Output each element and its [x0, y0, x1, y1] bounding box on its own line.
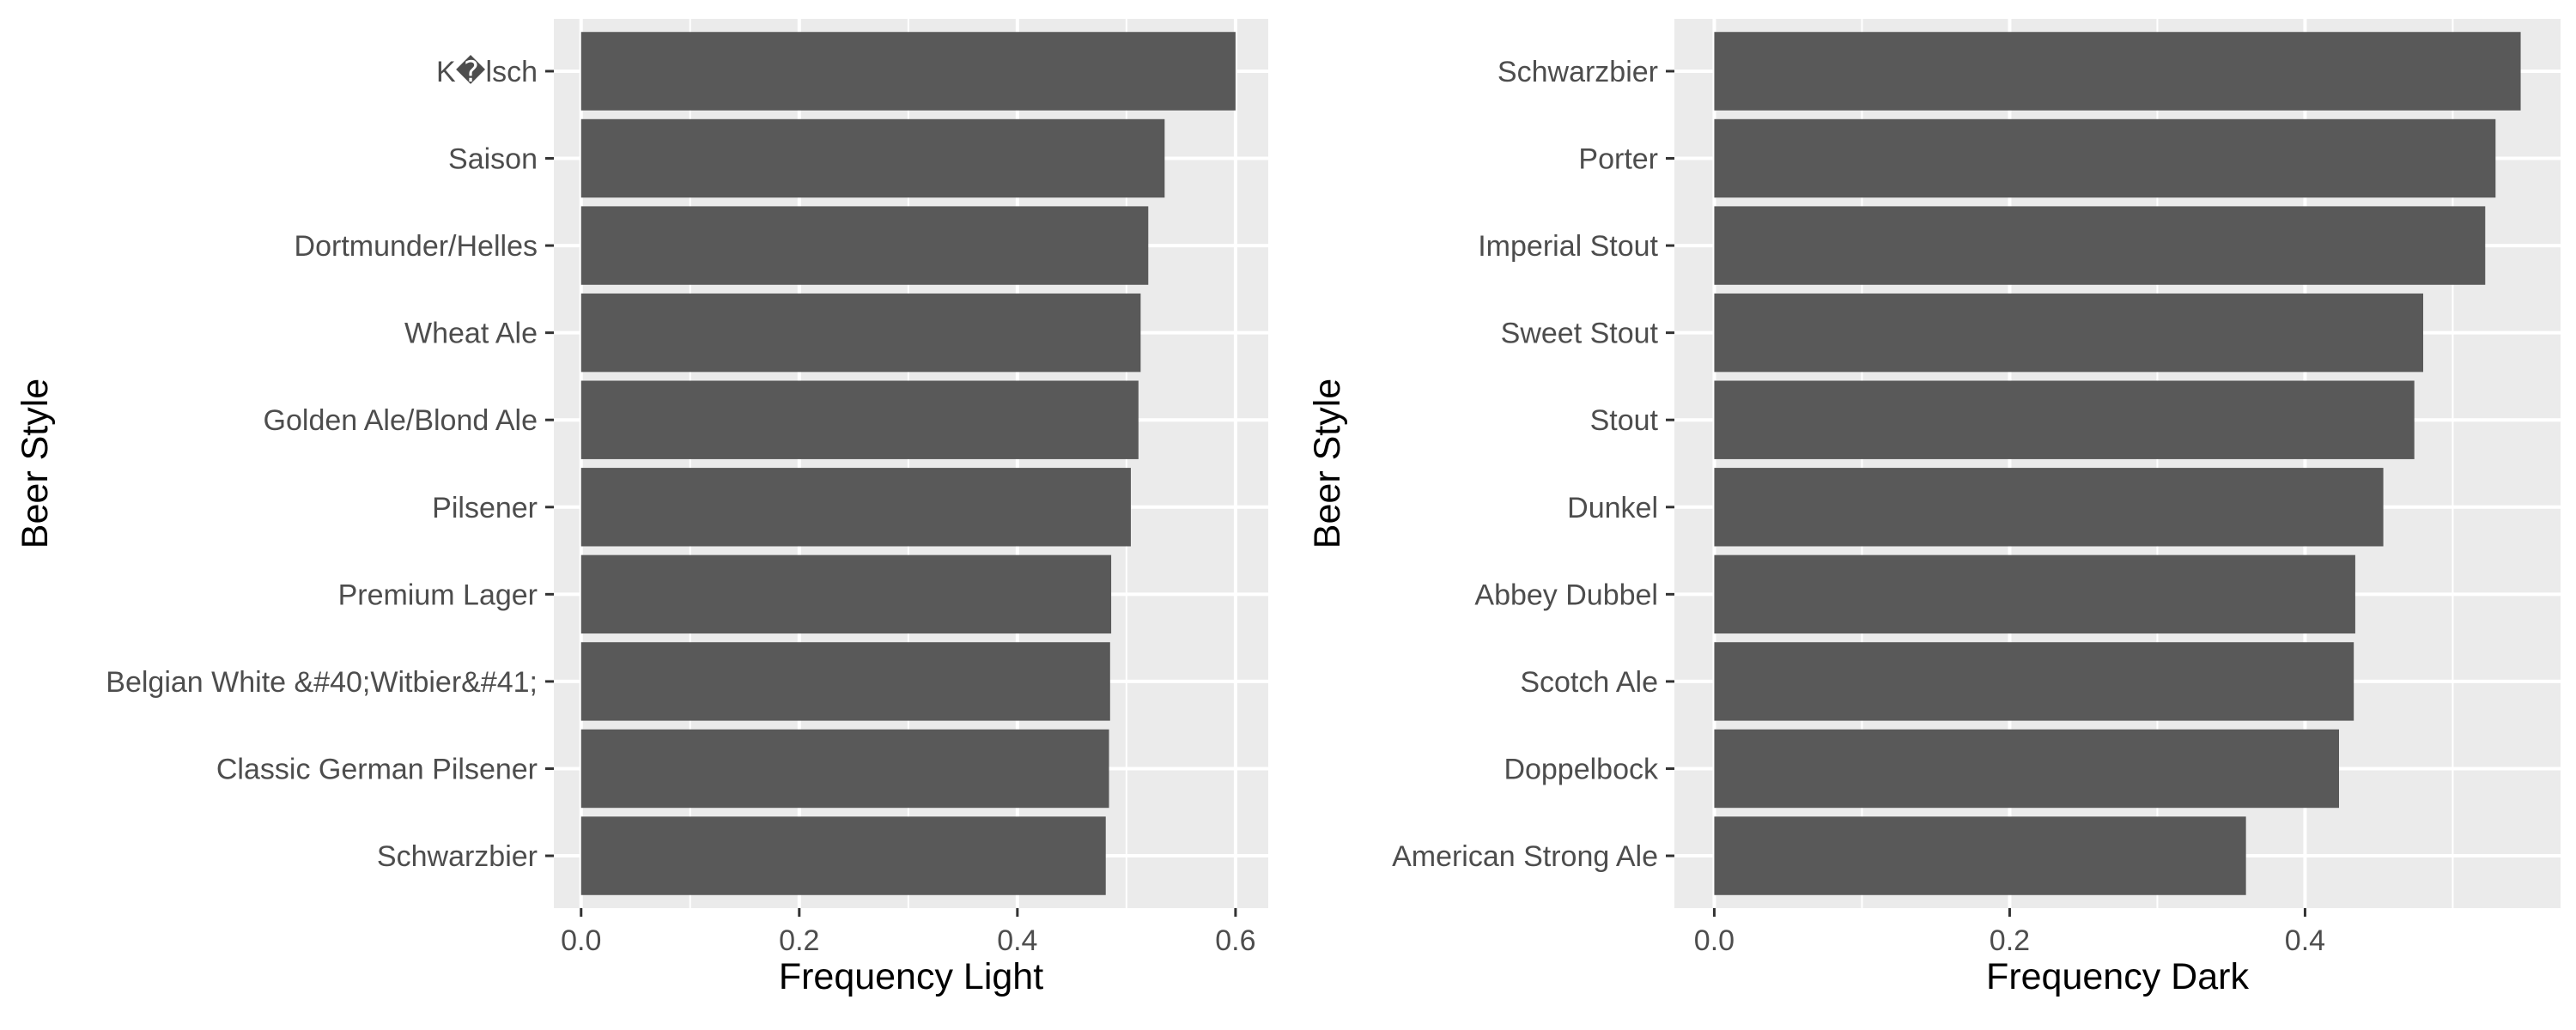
y-tick-label: Schwarzbier: [377, 840, 538, 873]
bar-2-7: [1714, 554, 2355, 634]
x-tick-label: 0.6: [1215, 924, 1255, 957]
bar-1-4: [580, 293, 1141, 373]
x-tick-label: 0.0: [561, 924, 601, 957]
x-tick-label: 0.4: [2285, 924, 2325, 957]
bar-2-2: [1714, 118, 2496, 198]
y-tick-label: Schwarzbier: [1498, 56, 1658, 88]
bar-1-5: [580, 380, 1139, 459]
bar-1-9: [580, 729, 1109, 809]
x-axis-title: Frequency Dark: [1986, 956, 2249, 997]
y-tick-label: Saison: [448, 143, 538, 176]
x-tick-label: 0.2: [1990, 924, 2030, 957]
y-axis-title: Beer Style: [1307, 379, 1348, 548]
y-tick-label: Sweet Stout: [1501, 318, 1659, 350]
y-tick-label: Dortmunder/Helles: [295, 230, 538, 263]
bar-1-2: [580, 118, 1165, 198]
y-tick-label: Pilsener: [432, 492, 538, 524]
bar-1-7: [580, 554, 1112, 634]
y-tick-label: Imperial Stout: [1478, 230, 1658, 263]
y-tick-label: Classic German Pilsener: [216, 753, 538, 785]
bar-2-5: [1714, 380, 2415, 459]
y-tick-label: Stout: [1590, 404, 1659, 437]
y-tick-label: Belgian White &#40;Witbier&#41;: [106, 666, 538, 699]
bar-2-1: [1714, 32, 2521, 111]
bar-2-9: [1714, 729, 2339, 809]
x-tick-label: 0.2: [779, 924, 819, 957]
bar-2-6: [1714, 468, 2384, 547]
y-tick-label: K�lsch: [436, 54, 538, 88]
bar-2-3: [1714, 206, 2486, 285]
y-tick-label: Dunkel: [1567, 492, 1658, 524]
bar-2-10: [1714, 816, 2246, 895]
x-tick-label: 0.0: [1694, 924, 1735, 957]
bar-1-10: [580, 816, 1106, 895]
bar-2-4: [1714, 293, 2424, 373]
y-tick-label: Scotch Ale: [1520, 666, 1658, 699]
y-axis-title: Beer Style: [15, 379, 56, 548]
bar-1-3: [580, 206, 1149, 285]
x-tick-label: 0.4: [997, 924, 1037, 957]
y-tick-label: American Strong Ale: [1392, 840, 1658, 873]
bar-1-1: [580, 32, 1236, 111]
y-tick-label: Porter: [1578, 143, 1658, 176]
bar-1-6: [580, 468, 1131, 547]
bar-2-8: [1714, 642, 2354, 721]
y-tick-label: Golden Ale/Blond Ale: [264, 404, 538, 437]
x-axis-title: Frequency Light: [779, 956, 1043, 997]
y-tick-label: Premium Lager: [338, 579, 538, 611]
bar-1-8: [580, 642, 1110, 721]
y-tick-label: Abbey Dubbel: [1474, 579, 1658, 611]
y-tick-label: Doppelbock: [1504, 753, 1659, 785]
y-tick-label: Wheat Ale: [404, 318, 538, 350]
